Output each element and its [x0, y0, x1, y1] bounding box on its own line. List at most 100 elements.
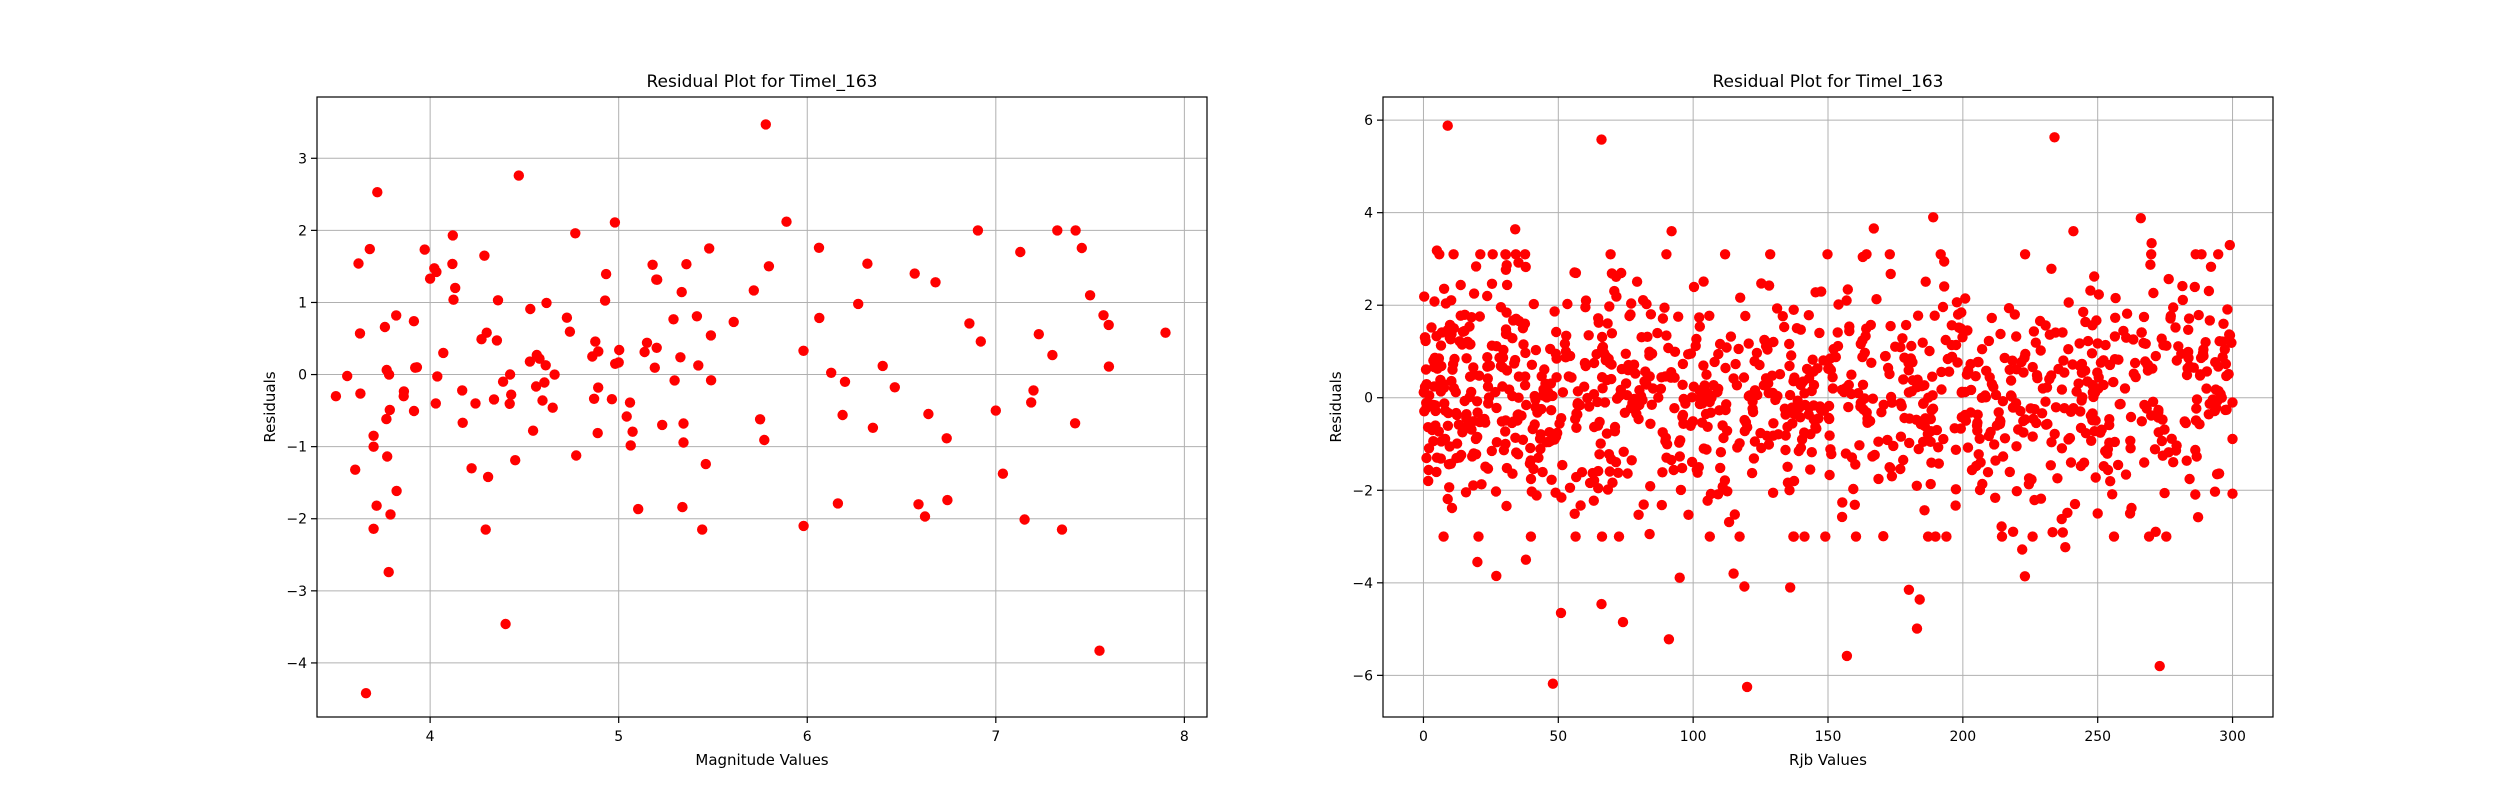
data-point [2023, 479, 2035, 490]
data-point [1796, 434, 1808, 445]
data-point [2190, 249, 2201, 260]
data-point [1430, 400, 1441, 411]
data-point [2203, 409, 2214, 420]
data-point [1683, 509, 1694, 520]
data-point [590, 336, 601, 347]
data-point [1705, 407, 1717, 418]
data-point [705, 330, 717, 341]
data-point [1442, 493, 1453, 505]
x-axis-label: Magnitude Values [695, 751, 828, 769]
data-point [2057, 527, 2068, 538]
data-point [1820, 531, 1831, 542]
data-point [1551, 372, 1562, 383]
data-point [1774, 369, 1786, 380]
data-point [1860, 330, 1871, 342]
data-point [1899, 352, 1910, 363]
data-point [2078, 457, 2090, 468]
data-point [1103, 319, 1114, 331]
data-point [1810, 421, 1821, 433]
data-point [1593, 317, 1604, 328]
data-point [2201, 383, 2212, 394]
data-point [1956, 412, 1968, 423]
data-point [1510, 224, 1521, 235]
data-point [1500, 438, 1511, 450]
data-point [2059, 367, 2070, 378]
data-point [1694, 312, 1705, 323]
data-point [391, 310, 402, 321]
y-tick-label: 4 [1364, 206, 1373, 222]
data-point [1557, 459, 1568, 471]
data-point [2195, 369, 2206, 380]
data-point [1570, 531, 1581, 542]
data-point [457, 385, 468, 396]
data-point [2080, 365, 2091, 376]
data-point [1899, 412, 1910, 424]
data-point [1530, 344, 1542, 356]
data-point [1990, 455, 2001, 466]
data-point [1734, 531, 1745, 542]
data-point [1962, 442, 1974, 453]
data-point [1429, 296, 1440, 307]
data-point [1433, 353, 1445, 364]
data-point [1777, 311, 1789, 322]
data-point [675, 352, 686, 363]
data-point [1767, 387, 1779, 399]
data-point [1420, 364, 1432, 375]
data-point [593, 382, 604, 393]
data-point [2135, 213, 2146, 224]
data-point [1026, 397, 1037, 408]
data-point [2019, 249, 2031, 260]
data-point [1846, 369, 1857, 380]
data-point [1579, 357, 1591, 369]
data-point [2173, 341, 2184, 352]
data-point [1464, 339, 1476, 350]
data-point [2184, 473, 2195, 485]
data-point [1451, 438, 1463, 449]
x-tick-label: 150 [1815, 729, 1842, 745]
data-point [1915, 419, 1927, 430]
data-point [1579, 381, 1590, 392]
data-point [1928, 212, 1939, 223]
data-point [1657, 427, 1668, 438]
data-point [1448, 383, 1460, 394]
data-point [1786, 350, 1797, 361]
data-point [1052, 225, 1063, 236]
data-point [1739, 581, 1750, 592]
data-point [1449, 353, 1460, 365]
data-point [1952, 357, 1963, 368]
data-point [1806, 385, 1817, 397]
data-point [539, 377, 550, 388]
data-point [1557, 387, 1569, 398]
x-tick-label: 0 [1419, 729, 1428, 745]
data-point [2220, 404, 2231, 416]
data-point [537, 395, 548, 406]
data-point [1966, 464, 1978, 476]
data-point [1604, 301, 1615, 312]
data-point [2028, 326, 2040, 337]
data-point [1699, 389, 1710, 401]
data-point [2112, 459, 2124, 471]
data-point [647, 259, 658, 270]
data-point [1529, 419, 1540, 430]
data-point [1496, 416, 1508, 427]
data-point [1160, 327, 1171, 338]
data-point [2139, 457, 2150, 468]
data-point [1903, 365, 1914, 376]
data-point [1438, 283, 1450, 294]
data-point [1513, 392, 1524, 403]
data-point [398, 386, 410, 397]
data-point [1572, 409, 1583, 420]
data-point [1780, 444, 1791, 456]
data-point [1734, 438, 1745, 449]
data-point [1453, 419, 1465, 430]
data-point [1677, 379, 1688, 390]
data-point [1739, 425, 1751, 437]
data-point [1795, 324, 1807, 335]
data-point [450, 282, 461, 294]
data-point [1572, 398, 1584, 409]
data-point [1996, 531, 2008, 542]
data-point [1647, 383, 1659, 394]
data-point [2011, 331, 2022, 342]
data-point [1501, 462, 1513, 474]
data-point [1704, 310, 1715, 321]
